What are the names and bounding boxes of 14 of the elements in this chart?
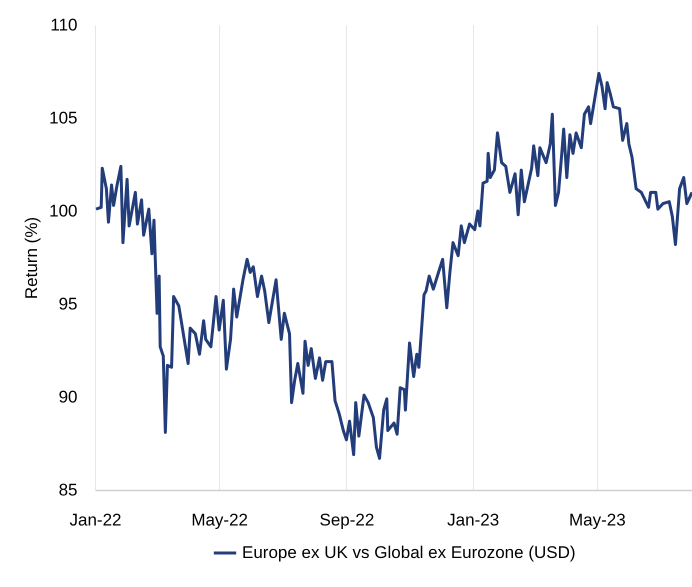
y-tick-label: 95 xyxy=(58,294,78,314)
x-tick-label: May-22 xyxy=(191,510,248,530)
y-tick-label: 90 xyxy=(58,388,78,406)
y-tick-label: 100 xyxy=(49,202,78,220)
y-tick-label: 110 xyxy=(50,16,78,34)
x-tick-label: Sep-22 xyxy=(320,510,374,530)
y-axis-title: Return (%) xyxy=(22,216,42,300)
x-tick-label: Jan-22 xyxy=(70,510,122,530)
y-tick-label: 85 xyxy=(58,480,78,500)
x-tick-label: May-23 xyxy=(568,510,626,530)
y-tick-label: 105 xyxy=(49,108,78,128)
legend-label: Europe ex UK vs Global ex Eurozone (USD) xyxy=(242,543,576,562)
x-tick-label: Jan-23 xyxy=(447,510,500,530)
line-series xyxy=(94,72,692,460)
